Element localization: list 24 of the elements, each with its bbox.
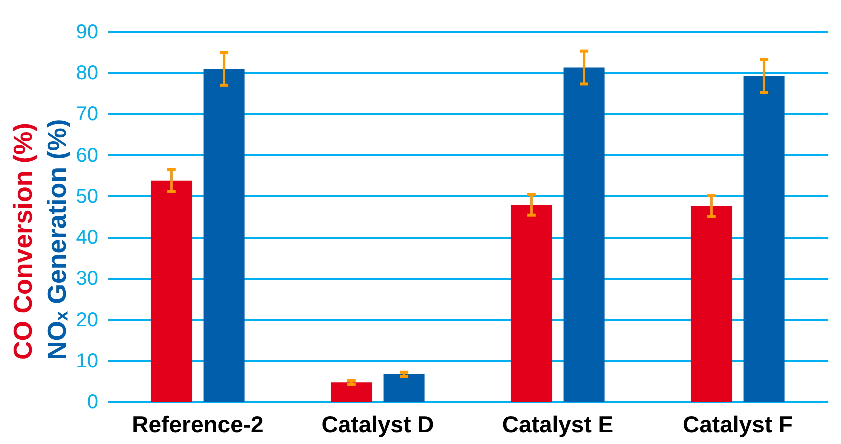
bar	[564, 68, 605, 402]
text: CO Conversion (%)	[8, 123, 39, 360]
y-tick-label: 10	[76, 350, 98, 372]
y-tick-label: 80	[76, 62, 98, 85]
y-tick-label: 30	[76, 268, 98, 290]
y-tick-label: 50	[76, 186, 98, 208]
bar	[691, 206, 732, 402]
x-tick-label: Catalyst D	[322, 412, 434, 438]
x-tick-label: Catalyst F	[683, 412, 793, 438]
y-tick-label: 40	[76, 227, 98, 250]
bar	[331, 382, 372, 402]
y-tick-label: 90	[76, 22, 98, 44]
text: NOₓ Generation (%)	[42, 119, 73, 360]
y-tick-label: 70	[76, 104, 98, 126]
y-tick-label: 0	[87, 392, 98, 414]
bar	[204, 69, 245, 402]
bar	[151, 180, 192, 402]
x-tick-label: Reference-2	[132, 412, 264, 438]
x-tick-label: Catalyst E	[502, 412, 614, 438]
y-tick-label: 60	[76, 144, 98, 167]
y-tick-label: 20	[76, 309, 98, 332]
bar	[511, 205, 552, 402]
bar	[744, 76, 785, 402]
bar	[384, 374, 425, 402]
